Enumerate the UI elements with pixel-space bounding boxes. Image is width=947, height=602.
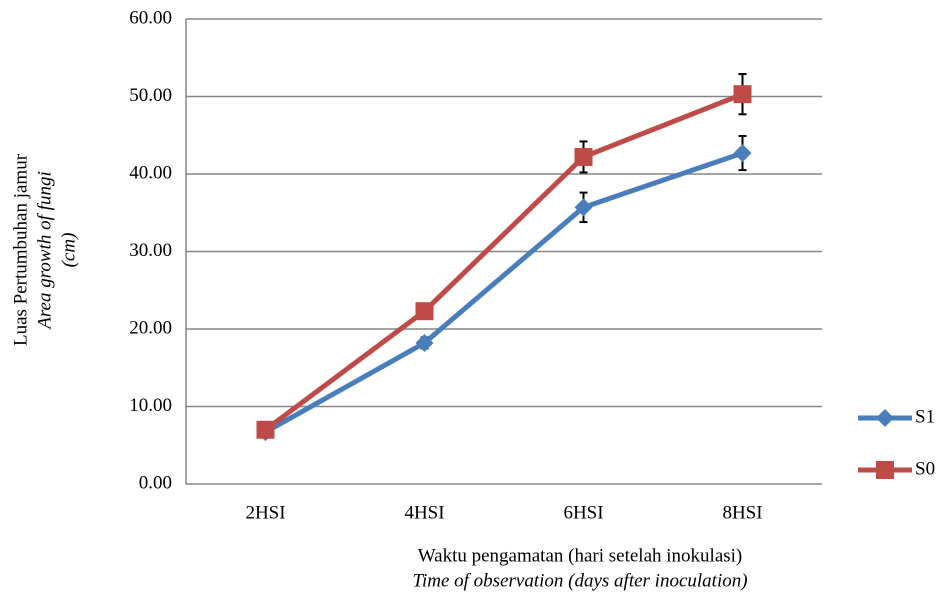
y-tick-label: 0.00 bbox=[139, 472, 172, 493]
legend-label: S1 bbox=[915, 406, 935, 427]
y-tick-label: 30.00 bbox=[129, 240, 172, 261]
x-tick-label: 2HSI bbox=[245, 502, 285, 523]
x-axis-label: Waktu pengamatan (hari setelah inokulasi… bbox=[418, 545, 743, 566]
y-tick-label: 60.00 bbox=[129, 7, 172, 28]
data-point bbox=[256, 420, 275, 439]
series-line bbox=[264, 150, 744, 435]
x-axis-label: Time of observation (days after inoculat… bbox=[412, 570, 747, 591]
y-axis-label: Luas Pertumbuhan jamur bbox=[10, 153, 31, 346]
series-line bbox=[264, 91, 744, 432]
y-axis-label: Area growth of fungi bbox=[34, 171, 55, 330]
x-tick-label: 8HSI bbox=[722, 502, 762, 523]
y-tick-label: 20.00 bbox=[129, 317, 172, 338]
y-tick-label: 50.00 bbox=[129, 85, 172, 106]
data-point bbox=[574, 198, 593, 217]
y-tick-label: 10.00 bbox=[129, 395, 172, 416]
data-point bbox=[415, 302, 434, 321]
data-point bbox=[574, 147, 593, 166]
x-tick-label: 6HSI bbox=[563, 502, 603, 523]
data-point bbox=[733, 85, 752, 104]
y-tick-label: 40.00 bbox=[129, 162, 172, 183]
y-axis-label: (cm) bbox=[58, 233, 79, 268]
data-point bbox=[733, 144, 752, 163]
legend-marker bbox=[876, 409, 894, 427]
legend-marker bbox=[876, 461, 894, 479]
legend-label: S0 bbox=[915, 458, 935, 479]
x-tick-label: 4HSI bbox=[404, 502, 444, 523]
data-point bbox=[415, 333, 434, 352]
